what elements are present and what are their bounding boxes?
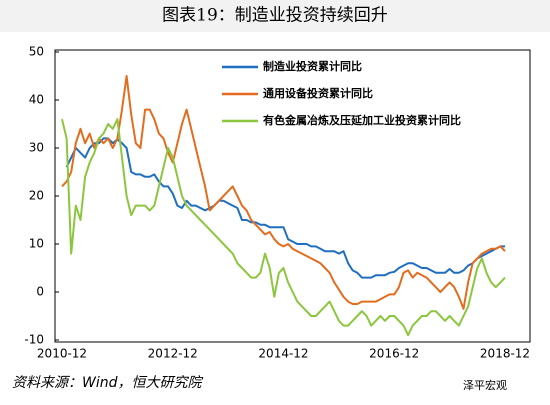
y-tick-label: 40: [29, 93, 44, 107]
x-tick-label: 2016-12: [369, 347, 419, 361]
legend-label: 制造业投资累计同比: [263, 59, 362, 73]
series-line: [65, 137, 505, 279]
y-tick-label: 50: [29, 45, 44, 59]
x-tick-label: 2012-12: [148, 347, 198, 361]
legend-label: 通用设备投资累计同比: [263, 86, 373, 100]
series-line: [61, 118, 506, 337]
x-tick-label: 2010-12: [37, 347, 87, 361]
watermark: 泽平宏观: [463, 378, 507, 392]
y-tick-label: 0: [36, 285, 44, 299]
y-tick-label: 30: [29, 141, 44, 155]
x-tick-label: 2018-12: [480, 347, 530, 361]
x-tick-label: 2014-12: [258, 347, 308, 361]
y-tick-label: 10: [29, 237, 44, 251]
y-tick-label: 20: [29, 189, 44, 203]
title-band: [0, 0, 550, 32]
y-tick-label: -10: [24, 333, 44, 347]
series-line: [61, 75, 506, 310]
chart-title: 图表19：制造业投资持续回升: [162, 6, 388, 26]
source: 资料来源：Wind，恒大研究院: [12, 375, 203, 391]
legend-label: 有色金属冶炼及压延加工业投资累计同比: [263, 113, 461, 127]
